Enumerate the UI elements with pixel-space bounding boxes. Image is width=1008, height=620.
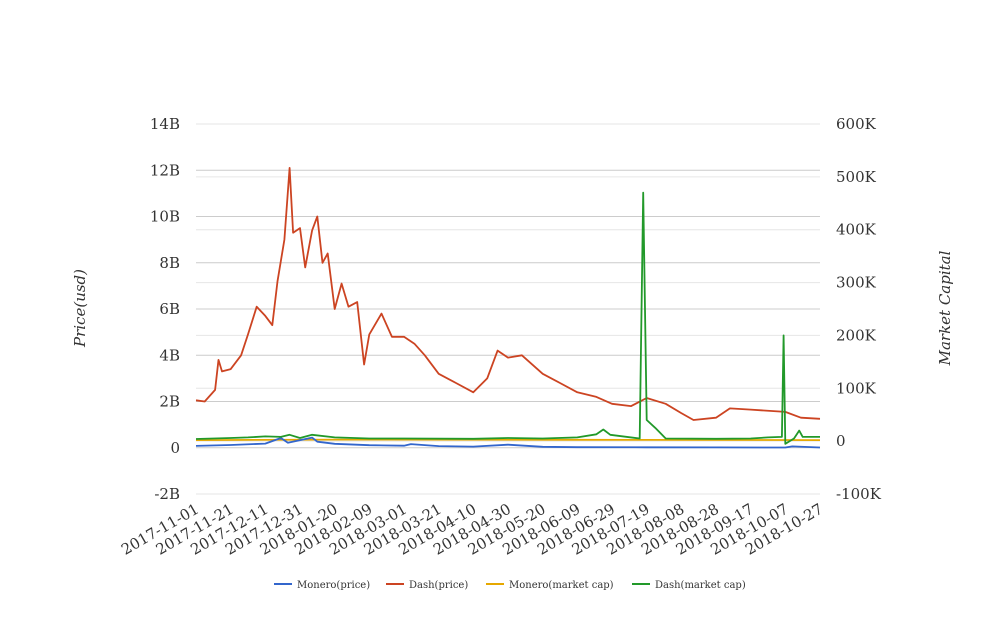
legend-label: Dash(market cap) — [655, 580, 746, 591]
right-tick-label: 600K — [836, 115, 877, 133]
right-tick-label: 400K — [836, 221, 877, 239]
right-tick-label: 100K — [836, 379, 877, 397]
legend-label: Monero(market cap) — [509, 580, 614, 591]
legend-item[interactable]: Monero(price) — [274, 580, 370, 591]
x-axis-ticks: 2017-11-012017-11-212017-12-112017-12-31… — [118, 500, 826, 559]
series-line-dash-price — [195, 167, 821, 421]
gridlines — [196, 123, 820, 495]
left-axis-ticks: -2B 0 2B 4B 6B 8B 10B 12B 14B — [150, 115, 180, 503]
legend-item[interactable]: Dash(price) — [386, 580, 468, 591]
right-tick-label: 300K — [836, 274, 877, 292]
left-axis-title: Price(usd) — [71, 269, 89, 348]
right-axis-title: Market Capital — [936, 250, 954, 366]
left-tick-label: 0 — [170, 439, 180, 457]
left-tick-label: 8B — [159, 254, 180, 272]
left-tick-label: 14B — [150, 115, 180, 133]
left-tick-label: 12B — [150, 161, 180, 179]
series-line-monero-market-cap — [195, 438, 821, 441]
legend-item[interactable]: Monero(market cap) — [486, 580, 614, 591]
left-tick-label: 4B — [159, 346, 180, 364]
right-tick-label: -100K — [836, 485, 882, 503]
left-tick-label: -2B — [154, 485, 180, 503]
legend-label: Dash(price) — [409, 580, 468, 591]
right-tick-label: 500K — [836, 168, 877, 186]
left-tick-label: 10B — [150, 208, 180, 226]
left-tick-label: 6B — [159, 300, 180, 318]
series-line-dash-market-cap — [195, 191, 820, 445]
series-line-monero-price — [195, 436, 821, 449]
right-axis-ticks: -100K 0 100K 200K 300K 400K 500K 600K — [836, 115, 882, 503]
legend: Monero(price) Dash(price) Monero(market ca… — [274, 580, 746, 591]
right-tick-label: 200K — [836, 326, 877, 344]
right-tick-label: 0 — [836, 432, 846, 450]
legend-item[interactable]: Dash(market cap) — [632, 580, 746, 591]
series-lines — [195, 167, 821, 449]
legend-label: Monero(price) — [297, 580, 370, 591]
left-tick-label: 2B — [159, 393, 180, 411]
